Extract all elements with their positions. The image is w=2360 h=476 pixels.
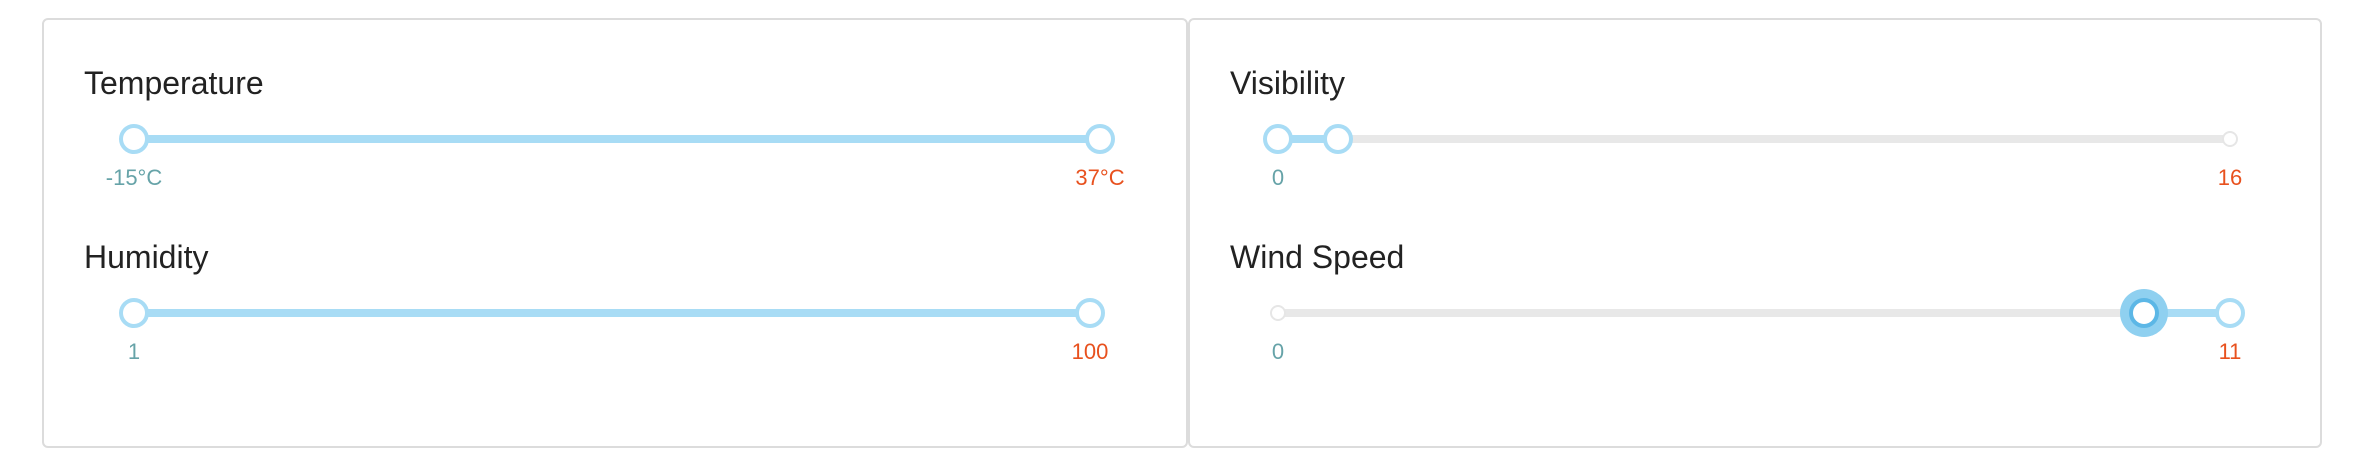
visibility-high-handle[interactable] [1323,124,1353,154]
wind-speed-fill [2144,309,2230,317]
visibility-slider: Visibility 0 16 [1190,20,2320,190]
humidity-min-value: 1 [127,339,141,364]
humidity-high-handle[interactable] [1075,298,1105,328]
wind-speed-low-handle[interactable] [2129,298,2159,328]
temperature-low-handle[interactable] [119,124,149,154]
wind-speed-label: Wind Speed [1230,239,1405,275]
visibility-label: Visibility [1230,65,1345,101]
wind-speed-start-dot [1270,305,1286,321]
wind-speed-track[interactable] [1270,298,2245,328]
temperature-track[interactable] [119,124,1115,154]
temperature-label: Temperature [84,65,264,101]
visibility-max-value: 16 [2217,165,2243,190]
humidity-max-value: 100 [1071,339,1109,364]
visibility-low-handle[interactable] [1263,124,1293,154]
visibility-fill [1278,135,1338,143]
humidity-label: Humidity [84,239,209,275]
wind-speed-max-value: 11 [2218,339,2242,364]
wind-speed-min-value: 0 [1271,339,1285,364]
visibility-end-dot [2222,131,2238,147]
temperature-fill [134,135,1100,143]
temperature-high-handle[interactable] [1085,124,1115,154]
right-panel: Visibility 0 16 Wind Speed 0 11 [1188,18,2322,448]
humidity-low-handle[interactable] [119,298,149,328]
wind-speed-slider: Wind Speed 0 11 [1190,194,2320,364]
visibility-min-value: 0 [1271,165,1285,190]
humidity-track[interactable] [119,298,1105,328]
temperature-slider: Temperature -15°C 37°C [44,20,1186,190]
left-panel: Temperature -15°C 37°C Humidity 1 100 [42,18,1188,448]
visibility-track[interactable] [1263,124,2238,154]
humidity-fill [134,309,1100,317]
temperature-min-value: -15°C [105,165,163,190]
temperature-max-value: 37°C [1075,165,1125,190]
humidity-slider: Humidity 1 100 [44,194,1186,364]
wind-speed-high-handle[interactable] [2215,298,2245,328]
